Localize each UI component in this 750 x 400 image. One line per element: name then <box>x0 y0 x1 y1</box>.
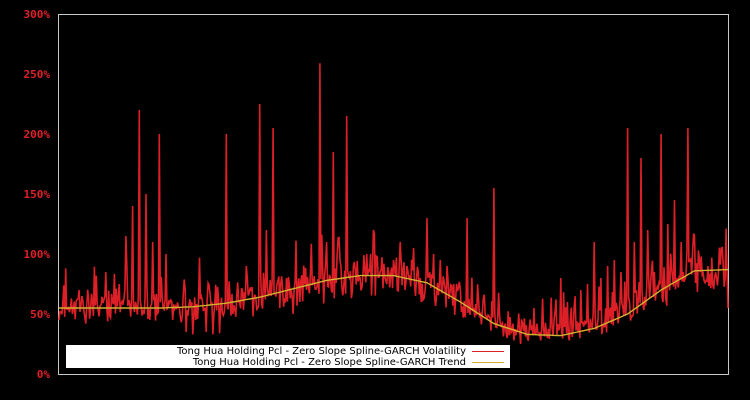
legend-label: Tong Hua Holding Pcl - Zero Slope Spline… <box>177 346 466 357</box>
y-tick-label: 200% <box>23 128 51 141</box>
plot-frame <box>58 14 729 375</box>
y-tick-label: 100% <box>23 248 51 261</box>
volatility-line <box>58 63 729 345</box>
legend-label: Tong Hua Holding Pcl - Zero Slope Spline… <box>192 357 466 368</box>
y-tick-label: 150% <box>23 188 51 201</box>
y-tick-label: 0% <box>36 368 50 381</box>
legend-swatch-volatility <box>472 351 504 352</box>
y-tick-label: 50% <box>30 308 50 321</box>
chart-legend: Tong Hua Holding Pcl - Zero Slope Spline… <box>66 345 510 368</box>
legend-item-volatility: Tong Hua Holding Pcl - Zero Slope Spline… <box>177 346 504 357</box>
series-layer <box>58 63 729 345</box>
y-tick-label: 300% <box>23 8 51 21</box>
y-tick-label: 250% <box>23 68 51 81</box>
legend-item-trend: Tong Hua Holding Pcl - Zero Slope Spline… <box>193 357 504 368</box>
trend-line <box>59 268 729 337</box>
legend-swatch-trend <box>472 362 504 363</box>
